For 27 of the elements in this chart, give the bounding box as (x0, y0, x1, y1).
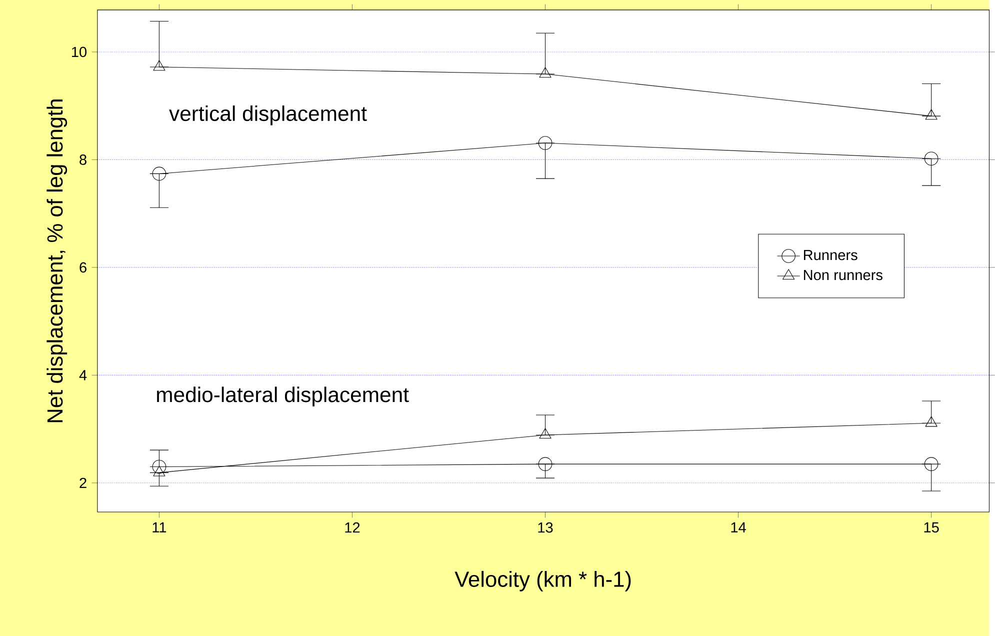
point (924, 457, 938, 471)
x-tick-label: 14 (731, 522, 746, 532)
legend-label: Runners (804, 250, 858, 260)
point (152, 460, 166, 474)
point (925, 416, 938, 427)
point (538, 457, 552, 471)
y-tick-label: 4 (79, 370, 87, 380)
y-axis-title: Net displacement, % of leg length (46, 99, 68, 422)
y-tick-label: 10 (72, 46, 87, 57)
point (153, 60, 166, 70)
point (539, 67, 552, 78)
x-tick-label: 12 (345, 522, 360, 532)
point (925, 109, 938, 120)
y-tick-label: 2 (80, 478, 86, 488)
x-tick-label: 13 (538, 522, 553, 533)
annotation: medio-lateral displacement (157, 386, 409, 406)
point (152, 166, 166, 180)
point (538, 136, 552, 150)
y-tick-label: 6 (80, 262, 86, 272)
y-tick-label: 8 (80, 154, 86, 165)
annotation: vertical displacement (169, 105, 367, 126)
x-axis-title: Velocity (km * h-1) (454, 570, 631, 592)
x-tick-label: 15 (924, 522, 939, 532)
legend-label: Non runners (804, 270, 882, 280)
point (924, 152, 938, 166)
point (539, 428, 552, 438)
x-tick-label: 11 (152, 522, 166, 532)
